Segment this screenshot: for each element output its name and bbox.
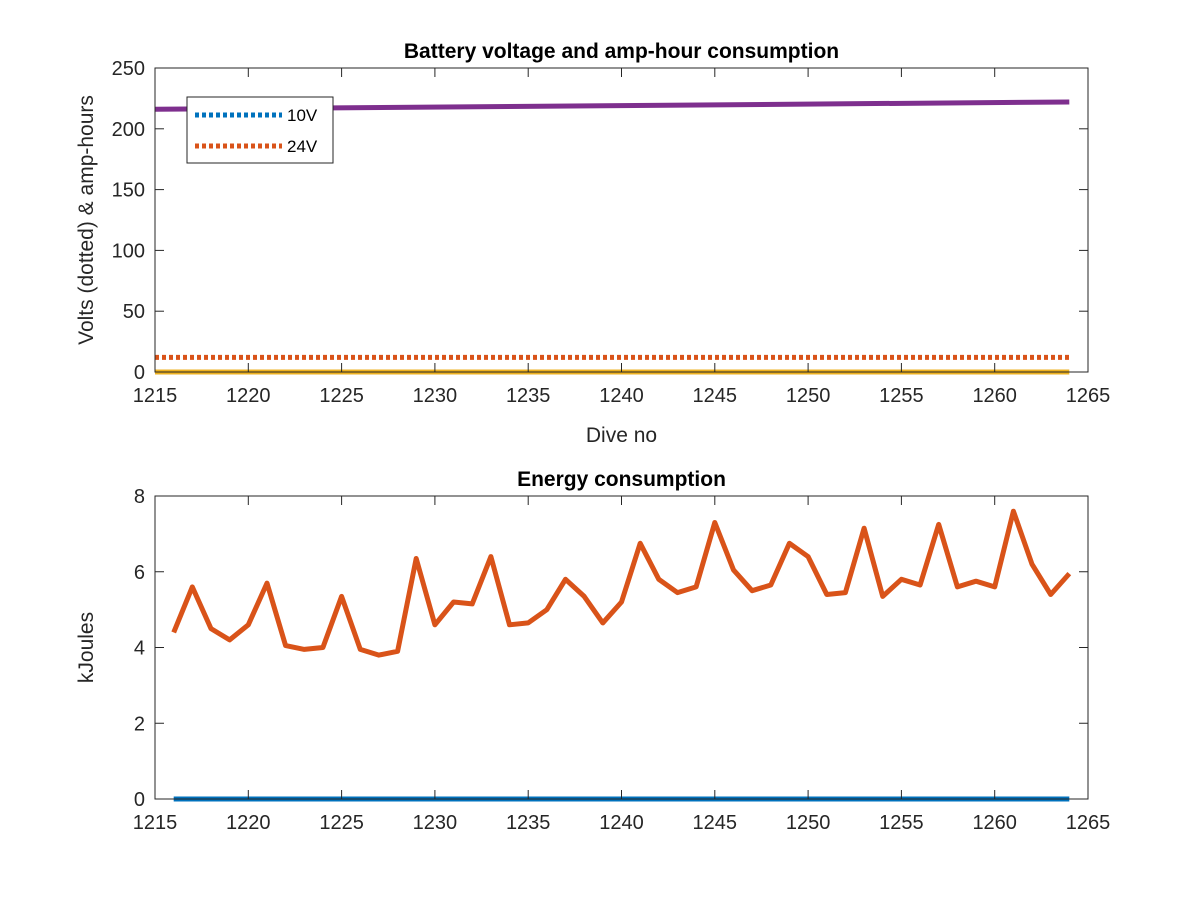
legend-label-10v: 10V: [287, 106, 318, 125]
energy-xtick-label: 1230: [413, 812, 458, 834]
battery-ytick-label: 0: [134, 362, 145, 384]
energy-ytick-label: 2: [134, 713, 145, 735]
battery-xtick-label: 1250: [786, 385, 831, 407]
energy-xtick-label: 1235: [506, 812, 551, 834]
battery-ytick-label: 200: [112, 119, 145, 141]
energy-ytick-label: 0: [134, 789, 145, 811]
energy-consumption-plot: 1215 1220 1225 1230 1235 1240 1245 1250 1255 1260…: [75, 468, 1110, 834]
energy-ytick-label: 8: [134, 486, 145, 508]
legend-box: [186, 96, 334, 164]
battery-ytick-label: 250: [112, 58, 145, 80]
energy-xtick-label: 1260: [972, 812, 1017, 834]
battery-ytick-label: 150: [112, 180, 145, 202]
battery-plot-legend: 10V 24V: [186, 96, 334, 164]
battery-xtick-label: 1230: [413, 385, 458, 407]
legend-label-24v: 24V: [287, 137, 318, 156]
energy-series-line-1: [171, 508, 1072, 658]
battery-plot-ticks: 1215 1220 1225 1230 1235 1240 1245 1250 1255 1260…: [112, 58, 1111, 407]
battery-xtick-label: 1260: [972, 385, 1017, 407]
energy-plot-title: Energy consumption: [517, 468, 726, 491]
battery-plot-xlabel: Dive no: [586, 424, 657, 447]
energy-ytick-label: 6: [134, 562, 145, 584]
battery-ytick-label: 50: [123, 301, 145, 323]
battery-xtick-label: 1215: [133, 385, 178, 407]
energy-plot-ylabel: kJoules: [75, 612, 98, 683]
energy-xtick-label: 1225: [319, 812, 364, 834]
energy-xtick-label: 1265: [1066, 812, 1111, 834]
battery-plot-ylabel: Volts (dotted) & amp-hours: [75, 95, 98, 345]
battery-xtick-label: 1225: [319, 385, 364, 407]
battery-xtick-label: 1255: [879, 385, 924, 407]
battery-voltage-plot: 1215 1220 1225 1230 1235 1240 1245 1250 1255 1260…: [75, 40, 1110, 447]
energy-xtick-label: 1240: [599, 812, 644, 834]
energy-ytick-label: 4: [134, 638, 145, 660]
energy-xtick-label: 1250: [786, 812, 831, 834]
battery-xtick-label: 1235: [506, 385, 551, 407]
battery-xtick-label: 1240: [599, 385, 644, 407]
energy-xtick-label: 1255: [879, 812, 924, 834]
energy-xtick-label: 1215: [133, 812, 178, 834]
battery-xtick-label: 1220: [226, 385, 271, 407]
battery-xtick-label: 1245: [693, 385, 738, 407]
energy-xtick-label: 1220: [226, 812, 271, 834]
battery-xtick-label: 1265: [1066, 385, 1111, 407]
energy-plot-ticks: 1215 1220 1225 1230 1235 1240 1245 1250 1255 1260…: [133, 486, 1111, 834]
battery-plot-title: Battery voltage and amp-hour consumption: [404, 40, 839, 63]
battery-ytick-label: 100: [112, 240, 145, 262]
energy-xtick-label: 1245: [693, 812, 738, 834]
